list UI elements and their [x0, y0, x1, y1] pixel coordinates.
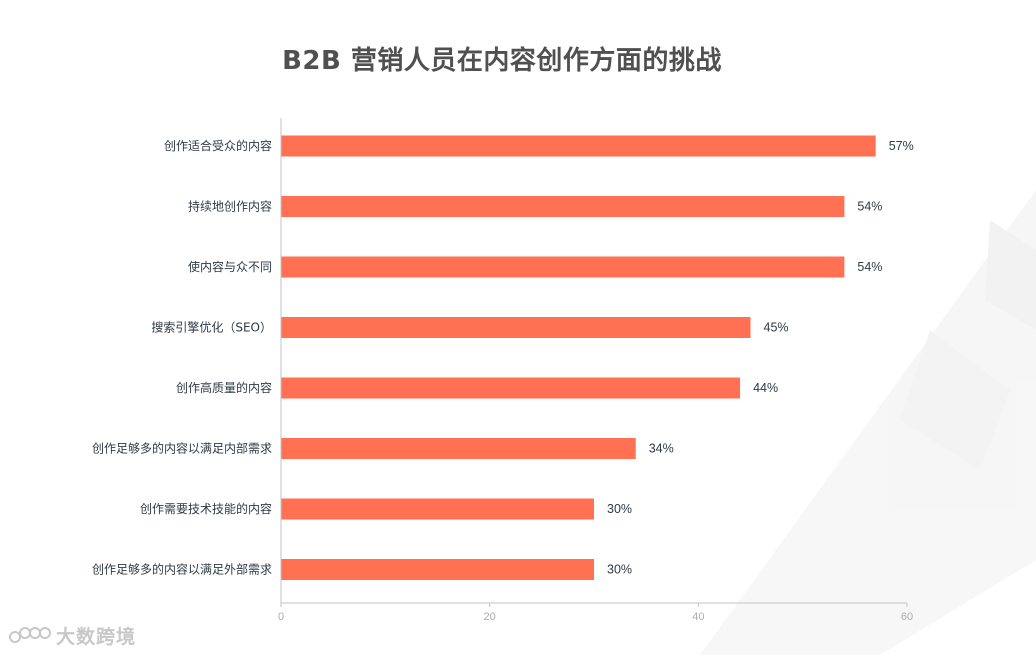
category-label: 创作足够多的内容以满足外部需求: [92, 562, 272, 577]
value-label: 54%: [857, 260, 882, 274]
watermark: 大数跨境: [8, 622, 136, 649]
bar: [281, 256, 845, 278]
bar: [281, 135, 876, 157]
bar: [281, 559, 594, 580]
value-label: 34%: [649, 442, 674, 456]
x-tick-label: 60: [901, 611, 913, 623]
x-tick-label: 40: [692, 611, 704, 623]
bar: [281, 377, 741, 399]
value-label: 45%: [764, 321, 789, 335]
category-label: 搜索引擎优化（SEO）: [151, 320, 272, 335]
value-label: 54%: [857, 200, 882, 214]
category-label: 持续地创作内容: [188, 199, 272, 214]
x-tick-label: 0: [278, 611, 284, 623]
axes: 0 20 40 60: [278, 118, 913, 623]
category-label: 创作需要技术技能的内容: [140, 501, 272, 516]
bar: [281, 196, 845, 217]
value-label: 44%: [753, 381, 778, 395]
watermark-text: 大数跨境: [56, 626, 137, 648]
bar: [281, 317, 751, 338]
value-label: 57%: [889, 139, 914, 153]
bar: [281, 498, 594, 520]
bar: [281, 438, 636, 459]
value-label: 30%: [607, 502, 632, 516]
category-label: 创作适合受众的内容: [164, 138, 272, 153]
brand-logo-icon: [9, 626, 51, 643]
category-label: 创作高质量的内容: [176, 380, 272, 395]
category-label: 创作足够多的内容以满足内部需求: [92, 441, 272, 456]
x-tick-label: 20: [484, 611, 496, 623]
value-label: 30%: [607, 563, 632, 577]
background-watermark-shapes: [700, 190, 1036, 655]
value-labels: 57% 54% 54% 45% 44% 34% 30% 30%: [607, 139, 914, 577]
bars-layer: [281, 135, 876, 580]
category-label: 使内容与众不同: [188, 259, 272, 274]
chart-title: B2B 营销人员在内容创作方面的挑战: [282, 46, 722, 76]
